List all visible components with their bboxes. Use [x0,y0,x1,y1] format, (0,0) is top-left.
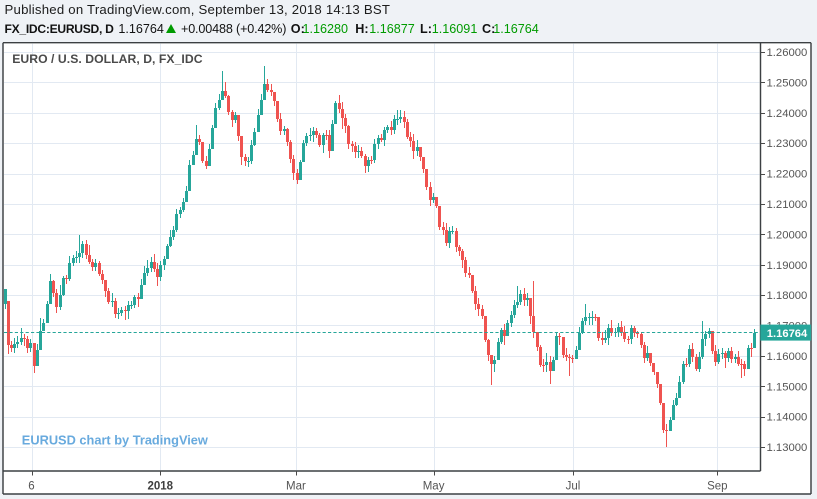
svg-text:1.13000: 1.13000 [767,442,808,454]
svg-text:Jul: Jul [566,481,581,493]
svg-text:1.16000: 1.16000 [767,351,808,363]
svg-text:1.21000: 1.21000 [767,199,808,211]
svg-text:2018: 2018 [148,481,174,493]
svg-text:1.16764: 1.16764 [767,328,808,340]
svg-text:Sep: Sep [707,481,727,493]
svg-text:1.18000: 1.18000 [767,290,808,302]
svg-text:6: 6 [28,481,34,493]
svg-text:Mar: Mar [286,481,306,493]
svg-text:1.19000: 1.19000 [767,260,808,272]
svg-text:1.14000: 1.14000 [767,412,808,424]
svg-text:May: May [423,481,445,493]
svg-text:1.24000: 1.24000 [767,108,808,120]
svg-text:1.20000: 1.20000 [767,229,808,241]
svg-text:1.25000: 1.25000 [767,78,808,90]
svg-text:EURUSD chart by TradingView: EURUSD chart by TradingView [22,432,208,447]
svg-text:EURO / U.S. DOLLAR, D, FX_IDC: EURO / U.S. DOLLAR, D, FX_IDC [12,52,203,66]
svg-text:1.26000: 1.26000 [767,47,808,59]
svg-text:1.22000: 1.22000 [767,169,808,181]
svg-text:1.15000: 1.15000 [767,381,808,393]
svg-text:1.23000: 1.23000 [767,138,808,150]
